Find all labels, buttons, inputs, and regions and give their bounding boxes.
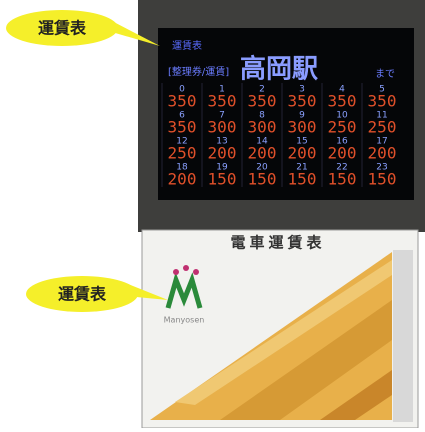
logo-text: Manyosen <box>164 316 205 325</box>
cell-number: 7 <box>219 111 225 121</box>
callout-pointer <box>105 20 160 46</box>
cell-fare: 200 <box>288 144 317 163</box>
cell-number: 20 <box>256 163 268 173</box>
station-name: 高岡駅 <box>240 54 318 85</box>
screen-label: [整理券/運賃] <box>168 65 229 78</box>
cell-fare: 350 <box>288 92 317 111</box>
station-suffix: まで <box>375 68 395 80</box>
cell-fare: 350 <box>168 118 197 137</box>
screen <box>158 28 414 200</box>
cell-fare: 150 <box>208 170 237 189</box>
logo-mark <box>165 265 203 309</box>
cell-fare: 350 <box>248 92 277 111</box>
screen-caption: 運賃表 <box>172 39 202 52</box>
callout-label: 運賃表 <box>58 285 107 304</box>
cell-fare: 250 <box>368 118 397 137</box>
cell-number: 22 <box>336 163 347 173</box>
cell-number: 5 <box>379 85 385 95</box>
cell-number: 3 <box>299 85 305 95</box>
cell-fare: 150 <box>248 170 277 189</box>
cell-fare: 150 <box>328 170 357 189</box>
cell-fare: 300 <box>248 118 277 137</box>
cell-number: 6 <box>179 111 185 121</box>
cell-number: 1 <box>219 85 225 95</box>
cell-fare: 250 <box>328 118 357 137</box>
cell-number: 14 <box>256 137 268 147</box>
cell-fare: 150 <box>368 170 397 189</box>
cell-number: 12 <box>176 137 187 147</box>
cell-number: 4 <box>339 85 345 95</box>
fare-band <box>220 300 392 420</box>
cell-number: 13 <box>216 137 227 147</box>
cell-fare: 350 <box>368 92 397 111</box>
callout-bubble <box>26 276 138 312</box>
cell-fare: 350 <box>168 92 197 111</box>
cell-fare: 200 <box>328 144 357 163</box>
cell-fare: 200 <box>208 144 237 163</box>
cell-fare: 300 <box>208 118 237 137</box>
callout-label: 運賃表 <box>38 19 87 38</box>
cell-fare: 200 <box>248 144 277 163</box>
cell-fare: 250 <box>168 144 197 163</box>
cell-number: 10 <box>336 111 348 121</box>
cell-number: 17 <box>376 137 387 147</box>
cell-number: 19 <box>216 163 228 173</box>
cell-number: 18 <box>176 163 188 173</box>
cell-number: 21 <box>296 163 307 173</box>
cell-number: 2 <box>259 85 265 95</box>
cell-fare: 200 <box>168 170 197 189</box>
fare-band <box>175 260 392 405</box>
callout-bubble <box>6 10 118 46</box>
cell-fare: 350 <box>328 92 357 111</box>
cell-number: 11 <box>376 111 387 121</box>
cell-number: 15 <box>296 137 307 147</box>
cell-number: 8 <box>259 111 265 121</box>
cell-number: 0 <box>179 85 185 95</box>
cell-number: 16 <box>336 137 348 147</box>
cell-fare: 300 <box>288 118 317 137</box>
cell-fare: 150 <box>288 170 317 189</box>
board-title: 電車運賃表 <box>230 234 325 252</box>
callout-pointer <box>125 284 168 300</box>
cell-number: 23 <box>376 163 387 173</box>
station-column <box>393 250 413 422</box>
cell-fare: 200 <box>368 144 397 163</box>
cell-number: 9 <box>299 111 305 121</box>
fare-band <box>320 370 392 420</box>
cell-fare: 350 <box>208 92 237 111</box>
